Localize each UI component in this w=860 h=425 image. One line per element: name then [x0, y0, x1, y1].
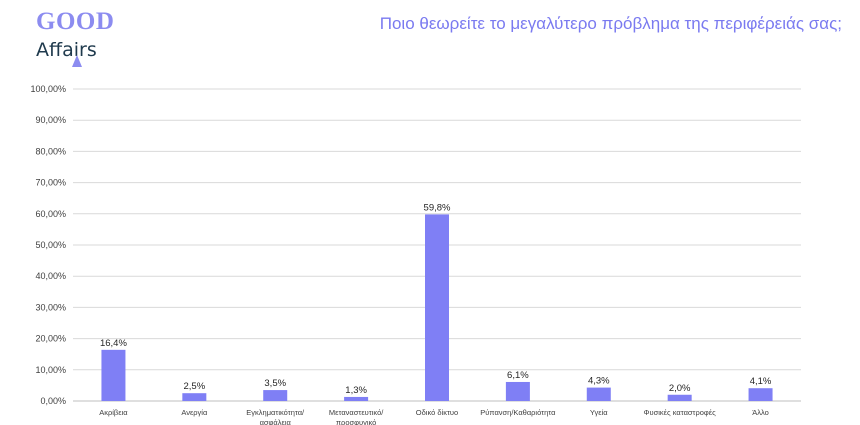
- bar: [748, 388, 773, 401]
- bar: [101, 349, 126, 401]
- y-tick-label: 10,00%: [35, 365, 66, 375]
- x-tick-label: Ανεργία: [181, 408, 208, 417]
- x-tick-label: Άλλο: [752, 408, 769, 417]
- x-tick-label: Μεταναστευτικό/προσφυγικό: [329, 408, 384, 425]
- data-label: 6,1%: [507, 370, 529, 381]
- bar: [263, 390, 288, 401]
- logo: GOOD Affairs: [36, 8, 136, 68]
- x-tick-label: Υγεία: [590, 408, 608, 417]
- y-tick-label: 80,00%: [35, 146, 66, 156]
- logo-good-text: GOOD: [36, 8, 115, 35]
- chart-title: Ποιο θεωρείτε το μεγαλύτερο πρόβλημα της…: [379, 14, 842, 33]
- y-tick-label: 30,00%: [35, 302, 66, 312]
- x-tick-label: Ρύπανση/Καθαριότητα: [480, 408, 556, 417]
- bar: [586, 387, 611, 401]
- x-tick-label: Φυσικές καταστροφές: [644, 408, 717, 417]
- bar: [344, 396, 369, 401]
- y-tick-label: 50,00%: [35, 240, 66, 250]
- bar: [505, 381, 530, 401]
- logo-triangle-icon: [72, 55, 82, 67]
- y-tick-label: 100,00%: [30, 84, 66, 94]
- x-tick-label: Ακρίβεια: [99, 408, 128, 417]
- bar: [667, 394, 692, 401]
- data-label: 4,3%: [588, 376, 610, 387]
- y-tick-label: 60,00%: [35, 209, 66, 219]
- x-tick-label: Εγκληματικότητα/ασφάλεια: [246, 408, 305, 425]
- y-tick-label: 40,00%: [35, 271, 66, 281]
- data-label: 59,8%: [424, 202, 451, 213]
- data-label: 2,5%: [184, 381, 206, 392]
- bar: [425, 214, 449, 401]
- data-label: 4,1%: [750, 376, 772, 387]
- bar: [182, 393, 207, 401]
- y-tick-label: 0,00%: [40, 396, 66, 406]
- y-tick-label: 70,00%: [35, 178, 66, 188]
- y-tick-label: 20,00%: [35, 334, 66, 344]
- data-label: 3,5%: [264, 378, 286, 389]
- y-tick-label: 90,00%: [35, 115, 66, 125]
- data-label: 16,4%: [100, 338, 127, 349]
- x-tick-label: Οδικό δίκτυο: [416, 408, 458, 417]
- data-label: 2,0%: [669, 383, 691, 394]
- data-label: 1,3%: [345, 385, 367, 396]
